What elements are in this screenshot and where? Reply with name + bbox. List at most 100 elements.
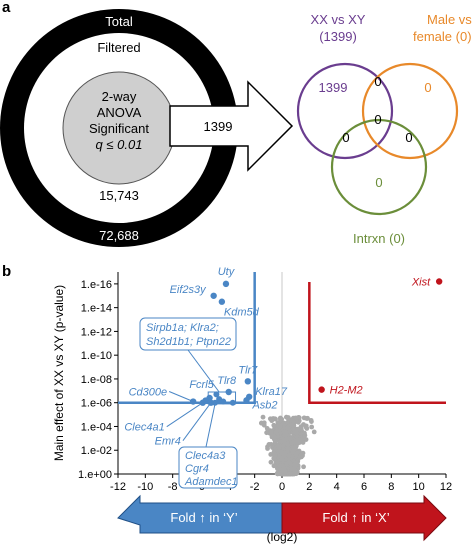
venn-xx-mf: 0 [374, 74, 381, 89]
point-label: Kdm5d [224, 307, 260, 319]
y-tick-label: 1.e-10 [81, 350, 112, 362]
arrow-value: 1399 [204, 119, 233, 134]
annotation-text: Adamdec1 [184, 476, 238, 488]
background-point [272, 434, 277, 440]
y-tick-label: 1.e-04 [81, 421, 112, 433]
background-point [290, 423, 296, 428]
point-label: Clec4a1 [124, 422, 164, 434]
total-label: Total [105, 14, 133, 29]
background-point [278, 449, 284, 455]
annotation-text: Sh2d1b1; Ptpn22 [146, 336, 231, 348]
venn-mf-only: 0 [424, 80, 431, 95]
x-tick-label: -2 [250, 481, 260, 493]
venn-mf-title-2: female (0) [413, 29, 472, 44]
venn-xx-only: 1399 [319, 80, 348, 95]
venn-xx-circle [296, 62, 394, 160]
x-tick-label: 6 [361, 481, 367, 493]
total-value: 72,688 [99, 228, 139, 243]
background-point [285, 441, 291, 447]
background-point [277, 423, 283, 429]
background-point [260, 414, 266, 420]
background-point [294, 415, 299, 421]
annotation-text: Clec4a3 [185, 450, 226, 462]
x-tick-label: 2 [306, 481, 312, 493]
point-label: H2-M2 [330, 385, 363, 397]
venn-xx-title-1: XX vs XY [311, 12, 366, 27]
point-label: Fcrl5 [189, 379, 214, 391]
panel-a-label: a [2, 0, 11, 16]
y-tick-label: 1.e-06 [81, 398, 112, 410]
x-tick-label: 10 [413, 481, 425, 493]
x-tick-label: 8 [388, 481, 394, 493]
filtered-label: Filtered [97, 40, 140, 55]
background-point [279, 456, 285, 462]
data-point [318, 386, 325, 393]
background-point [294, 426, 300, 432]
y-axis-label: Main effect of XX vs XY (p-value) [52, 285, 66, 461]
annotation-text: Sirpb1a; Klra2; [146, 322, 219, 334]
y-tick-label: 1.e-16 [81, 279, 112, 291]
annotation-box [178, 446, 238, 489]
venn-mf-title-1: Male vs [427, 12, 472, 27]
data-point [222, 280, 230, 288]
inner-line-2: ANOVA [97, 105, 142, 120]
background-point [278, 418, 283, 423]
y-ticks: 1.e+00 1.e-02 1.e-04 1.e-06 1.e-08 1.e-10 1.e-… [78, 279, 118, 481]
background-point [285, 420, 290, 425]
background-point [309, 419, 314, 424]
x-tick-label: -10 [137, 481, 153, 493]
leader-line [168, 391, 194, 402]
background-point [282, 429, 288, 434]
y-tick-label: 1.e+00 [78, 469, 112, 481]
point-label: Eif2s3y [170, 284, 208, 296]
y-threshold-line [118, 272, 256, 404]
point-label: Tlr7 [238, 364, 258, 376]
background-point [268, 459, 274, 465]
background-point [298, 424, 304, 430]
background-point [275, 460, 280, 465]
x-tick-label: 0 [279, 481, 285, 493]
y-tick-label: 1.e-14 [81, 303, 112, 315]
background-point [272, 452, 278, 458]
data-point [220, 398, 227, 405]
filtered-value: 15,743 [99, 188, 139, 203]
data-point [212, 399, 219, 406]
background-point [285, 415, 291, 420]
point-label: Emr4 [155, 436, 181, 448]
background-point [302, 432, 308, 438]
venn-xx-intrxn: 0 [342, 130, 349, 145]
fold-x-arrow [281, 494, 447, 542]
point-label: Uty [218, 266, 236, 278]
background-point [303, 425, 309, 430]
data-point [225, 388, 232, 396]
background-point [277, 463, 283, 469]
background-point [261, 422, 267, 428]
venn-center: 0 [374, 112, 381, 127]
x-tick-label: 4 [334, 481, 340, 493]
background-point [282, 432, 287, 438]
background-point [282, 469, 288, 475]
data-point [213, 391, 220, 398]
y-tick-label: 1.e-02 [81, 445, 112, 457]
background-point [284, 436, 290, 442]
background-point [294, 430, 299, 436]
inner-line-1: 2-way [102, 89, 137, 104]
background-point [275, 443, 281, 449]
data-point [244, 378, 252, 385]
y-tick-label: 1.e-12 [81, 326, 112, 338]
x-axis-label: (log2) [267, 530, 298, 544]
venn-intrxn-circle [330, 118, 428, 216]
leader-line [187, 349, 220, 393]
background-point [289, 418, 294, 423]
background-point [301, 464, 306, 470]
background-point [286, 453, 292, 459]
data-point [243, 397, 250, 404]
x-tick-label: 12 [440, 481, 452, 493]
background-point [291, 447, 297, 453]
leader-line [182, 402, 212, 442]
data-point [229, 399, 236, 406]
y-tick-label: 1.e-08 [81, 374, 112, 386]
